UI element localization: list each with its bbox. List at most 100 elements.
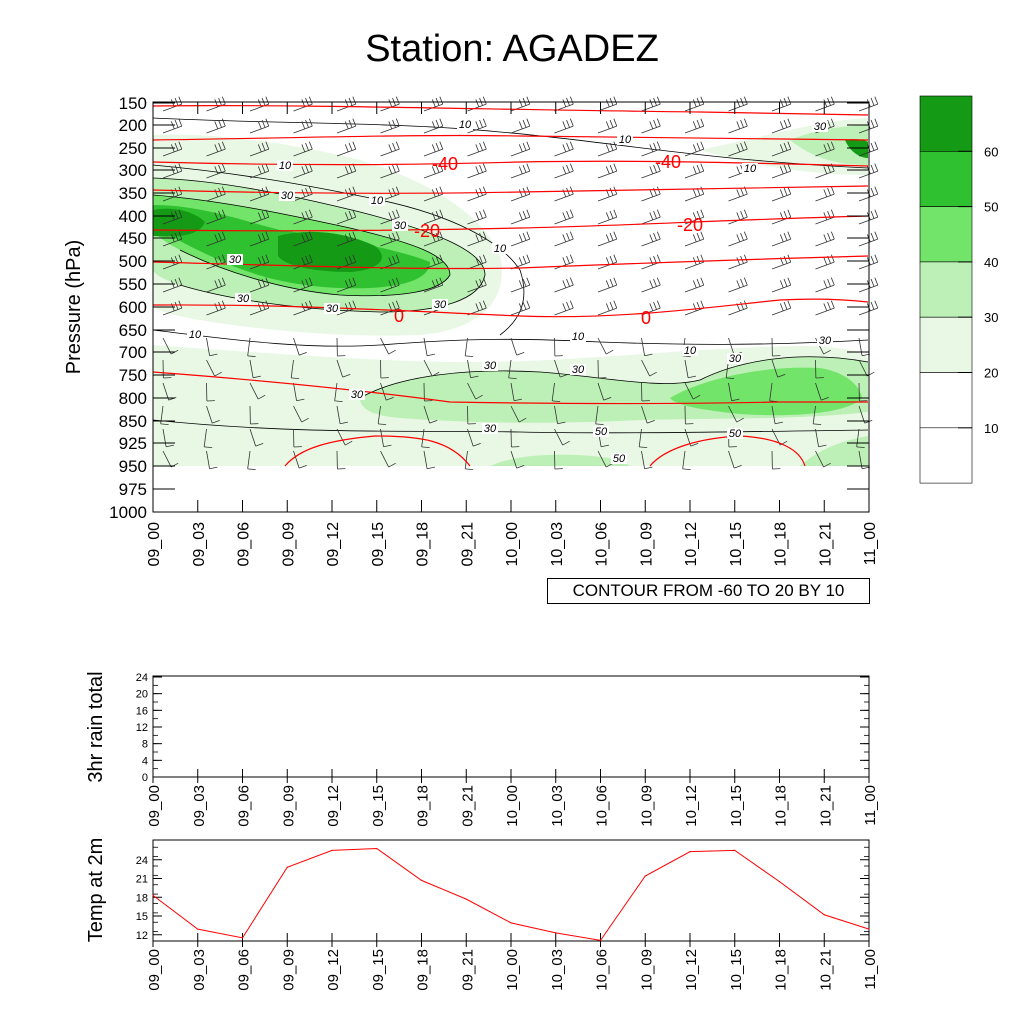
y-tick-label: 550	[119, 275, 147, 294]
wind-barb	[771, 359, 786, 378]
y-tick-label: 20	[136, 689, 148, 701]
wind-barb	[206, 450, 218, 470]
wind-barb	[467, 405, 476, 425]
wind-barb	[728, 277, 748, 293]
wind-barb	[293, 405, 309, 423]
wind-barb	[423, 277, 444, 293]
wind-barb	[815, 96, 835, 112]
data-point	[599, 939, 602, 941]
wind-barb	[206, 96, 226, 112]
wind-barb	[551, 382, 561, 403]
svg-text:30: 30	[572, 364, 585, 376]
y-axis-label: Temp at 2m	[85, 838, 107, 942]
humidity-label: 30	[324, 303, 340, 315]
wind-barb	[467, 359, 479, 379]
humidity-label: 10	[570, 331, 586, 343]
colorbar-label: 60	[984, 144, 998, 159]
humidity-label: 50	[611, 453, 627, 465]
wind-barb	[815, 209, 835, 225]
y-tick-label: 250	[119, 139, 147, 158]
wind-barb	[206, 359, 222, 377]
y-tick-label: 750	[119, 366, 147, 385]
wind-barb	[247, 450, 256, 471]
wind-barb	[249, 382, 266, 400]
wind-barb	[510, 450, 525, 469]
svg-text:30: 30	[434, 299, 447, 311]
x-axis: 09_00 09_03 09_06 09_09 09_12 09_15 09_18 09_21…	[146, 769, 879, 827]
wind-barb	[728, 300, 748, 316]
wind-barb	[684, 186, 705, 202]
wind-barb	[380, 382, 394, 401]
wind-barb	[554, 231, 574, 247]
wind-barb	[684, 163, 705, 179]
wind-barb	[858, 96, 879, 112]
wind-barb	[684, 405, 694, 425]
x-tick-label: 10_03	[549, 522, 566, 567]
wind-barb	[597, 163, 618, 179]
wind-barb	[206, 118, 226, 134]
wind-barb	[421, 428, 430, 449]
wind-barb	[554, 300, 574, 316]
wind-barb	[336, 209, 357, 225]
x-tick-label: 10_15	[728, 785, 745, 827]
wind-barb	[162, 428, 174, 448]
svg-text:10: 10	[572, 331, 585, 343]
colorbar-swatch	[919, 372, 973, 429]
wind-barb	[377, 405, 387, 426]
y-axis: 1502002503003504004505005506006507007508…	[109, 94, 869, 522]
svg-text:30: 30	[394, 220, 407, 232]
colorbar-label: 50	[984, 200, 998, 215]
x-tick-label: 09_21	[459, 522, 476, 567]
y-tick-label: 16	[136, 705, 148, 717]
wind-barb	[206, 141, 226, 157]
data-point	[420, 879, 423, 881]
wind-barb	[815, 141, 835, 157]
data-point	[465, 776, 467, 778]
wind-barb	[162, 118, 183, 134]
wind-barb	[293, 209, 313, 225]
wind-barb	[162, 277, 183, 293]
wind-barb	[464, 450, 474, 471]
wind-barb	[336, 254, 357, 270]
x-tick-label: 10_00	[504, 522, 521, 567]
humidity-label: 10	[457, 119, 473, 131]
wind-barb	[423, 163, 444, 179]
y-tick-label: 200	[119, 116, 147, 135]
data-point	[689, 776, 691, 778]
humidity-label: 50	[727, 428, 743, 440]
wind-barb	[771, 405, 783, 425]
wind-barb	[641, 118, 661, 134]
wind-barb	[293, 163, 313, 179]
svg-text:10: 10	[684, 345, 697, 357]
wind-barb	[684, 141, 705, 157]
y-tick-label: 12	[136, 722, 148, 734]
wind-barb	[162, 231, 183, 247]
wind-barb	[771, 277, 792, 293]
data-point	[599, 776, 602, 778]
wind-barb	[856, 428, 865, 449]
wind-barb	[597, 118, 618, 134]
wind-barb	[815, 359, 824, 379]
x-tick-label: 09_15	[370, 949, 387, 991]
wind-barb	[510, 118, 531, 134]
wind-barb	[380, 428, 392, 448]
svg-text:30: 30	[281, 190, 294, 202]
page-title: Station: AGADEZ	[365, 28, 659, 70]
data-point	[823, 914, 825, 916]
wind-barb	[597, 359, 607, 379]
data-point	[420, 776, 423, 778]
wind-barb	[597, 277, 618, 293]
wind-barb	[206, 277, 226, 293]
wind-barb	[510, 428, 520, 448]
wind-barb	[249, 96, 270, 112]
wind-barb	[423, 382, 433, 402]
humidity-contour-line	[152, 329, 869, 347]
x-tick-label: 10_15	[728, 522, 745, 567]
y-tick-label: 15	[136, 911, 148, 923]
wind-barb	[597, 186, 618, 202]
x-tick-label: 09_00	[146, 785, 163, 827]
y-tick-label: 600	[119, 298, 147, 317]
y-tick-label: 12	[136, 930, 148, 942]
wind-barb	[510, 382, 522, 402]
